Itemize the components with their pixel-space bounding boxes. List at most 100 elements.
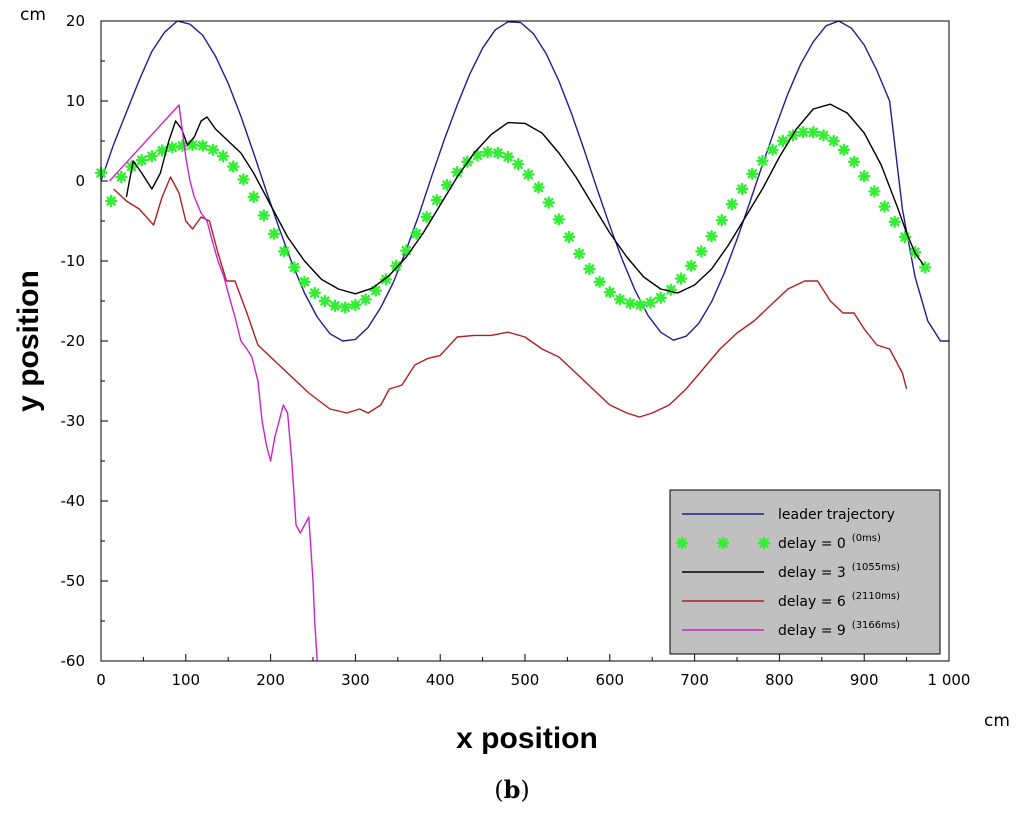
data-point [776, 134, 789, 148]
y-tick-label: 0 [75, 172, 85, 190]
x-tick-label: 700 [680, 671, 709, 689]
data-point [400, 244, 413, 257]
legend-entry: delay = 3 (1055ms) [682, 562, 900, 581]
y-tick-label: -50 [61, 572, 86, 590]
data-point [440, 178, 454, 192]
series-layer [94, 20, 949, 662]
data-point [817, 129, 830, 142]
y-tick-label: -40 [61, 492, 86, 510]
legend-marker [757, 536, 771, 550]
x-tick-label: 200 [256, 671, 285, 689]
data-point [542, 196, 555, 209]
data-point [654, 291, 667, 304]
data-point [664, 283, 678, 296]
legend-note: (3166ms) [852, 620, 900, 631]
data-point [827, 134, 840, 148]
data-point [746, 167, 759, 181]
x-tick-label: 0 [96, 671, 106, 689]
legend-label: delay = 0 [778, 536, 846, 552]
data-point [298, 275, 311, 288]
x-tick-label: 100 [171, 671, 200, 689]
data-point [593, 275, 606, 288]
x-tick-label: 600 [595, 671, 624, 689]
x-axis-title: x position [456, 722, 598, 755]
x-tick-label: 400 [426, 671, 455, 689]
data-point [644, 296, 657, 309]
data-point [206, 143, 220, 157]
legend-marker [716, 536, 730, 550]
data-point [868, 185, 881, 198]
data-point [858, 169, 871, 183]
data-point [725, 197, 739, 211]
legend-note: (2110ms) [852, 591, 900, 602]
data-point [634, 298, 647, 312]
data-point [583, 262, 596, 276]
data-point [308, 286, 321, 300]
data-point [481, 145, 494, 159]
data-point [512, 157, 525, 171]
data-point [135, 153, 148, 167]
data-point [552, 213, 566, 226]
figure-caption: (b) [494, 775, 530, 804]
x-unit-label: cm [984, 711, 1010, 731]
series-1-markers [94, 125, 932, 314]
data-point [623, 297, 637, 310]
data-point [562, 230, 576, 244]
y-axis-title: y position [12, 270, 45, 412]
data-point [247, 190, 260, 204]
data-point [735, 182, 749, 196]
series-0-line [100, 20, 949, 342]
series-3-line [113, 176, 908, 418]
y-tick-label: -30 [61, 412, 86, 430]
ticks-layer: 0 100 200 300 400 500 600 700 800 900 1 000-60-50-… [61, 12, 971, 689]
data-point [318, 294, 332, 308]
data-point [715, 213, 728, 227]
x-tick-label: 1 000 [928, 671, 971, 689]
caption-open-paren: ( [494, 776, 503, 804]
data-point [216, 149, 230, 163]
data-point [705, 229, 718, 243]
data-point [288, 261, 301, 274]
data-point [349, 298, 362, 312]
data-point [532, 181, 545, 194]
data-point [796, 125, 810, 139]
data-point [695, 245, 708, 258]
legend-marker [675, 536, 689, 550]
data-point [277, 245, 291, 258]
legend-label: delay = 9 [778, 623, 846, 639]
data-point [420, 210, 433, 224]
data-point [155, 144, 169, 157]
data-point [430, 193, 444, 207]
x-tick-label: 300 [341, 671, 370, 689]
x-tick-label: 500 [511, 671, 540, 689]
data-point [756, 154, 769, 168]
x-tick-label: 800 [765, 671, 794, 689]
data-point [491, 146, 505, 160]
legend-label: leader trajectory [778, 507, 895, 523]
data-point [573, 247, 586, 260]
data-point [847, 155, 861, 169]
y-tick-label: 20 [66, 12, 85, 30]
data-point [186, 138, 199, 152]
data-point [471, 149, 484, 162]
data-point [196, 139, 209, 153]
data-point [807, 125, 820, 139]
caption-letter: b [504, 775, 521, 804]
x-tick-label: 900 [850, 671, 879, 689]
data-point [878, 200, 891, 213]
data-point [837, 143, 851, 157]
data-point [104, 194, 118, 208]
legend: leader trajectory delay = 0 (0ms) delay = 3… [669, 489, 941, 655]
data-point [522, 168, 535, 181]
series-4-line [108, 104, 318, 662]
y-tick-label: -10 [61, 252, 86, 270]
data-point [267, 227, 281, 241]
data-point [369, 284, 382, 297]
data-point [389, 259, 403, 272]
data-point [410, 227, 423, 241]
data-point [359, 293, 372, 306]
legend-label: delay = 3 [778, 565, 846, 581]
data-point [339, 301, 352, 314]
data-point [501, 150, 515, 164]
